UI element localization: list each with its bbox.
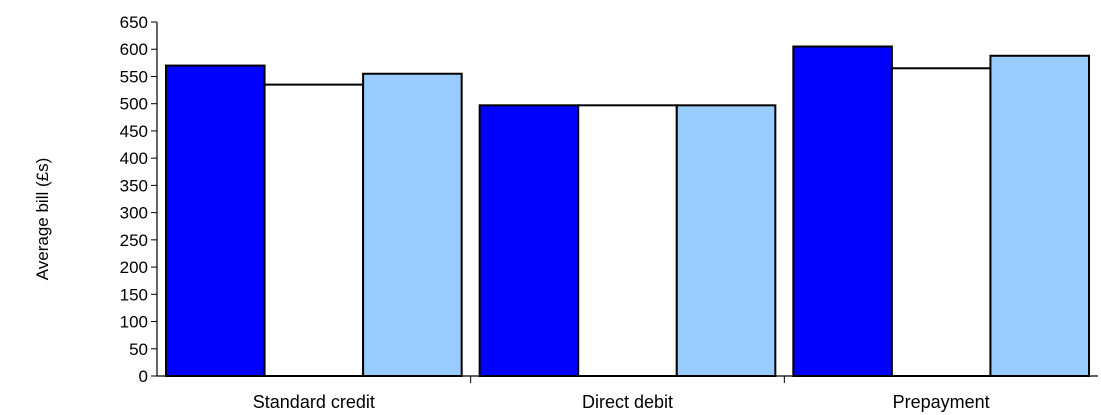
- x-category-label: Standard credit: [253, 392, 375, 412]
- x-axis: Standard credit Direct debit Prepayment: [157, 375, 1098, 412]
- y-axis: 0 50 100 150 200 250 300 350 400 450 500 550 600 650: [120, 13, 158, 386]
- y-tick-label: 550: [120, 67, 148, 86]
- y-tick-label: 0: [139, 367, 148, 386]
- y-tick-label: 400: [120, 149, 148, 168]
- bar: [890, 67, 992, 378]
- bar: [675, 104, 777, 378]
- bar: [263, 83, 365, 377]
- y-tick-label: 250: [120, 231, 148, 250]
- bar: [989, 54, 1091, 378]
- bar: [792, 45, 893, 377]
- y-tick-label: 500: [120, 95, 148, 114]
- bars: [165, 45, 1091, 378]
- y-tick-label: 300: [120, 204, 148, 223]
- x-category-label: Prepayment: [893, 392, 990, 412]
- y-axis-title: Average bill (£s): [33, 158, 52, 281]
- y-tick-label: 350: [120, 176, 148, 195]
- y-tick-label: 450: [120, 122, 148, 141]
- y-tick-label: 650: [120, 13, 148, 32]
- y-tick-label: 100: [120, 313, 148, 332]
- y-tick-label: 600: [120, 40, 148, 59]
- x-category-label: Direct debit: [582, 392, 673, 412]
- y-tick-label: 150: [120, 285, 148, 304]
- y-tick-label: 50: [129, 340, 148, 359]
- bar: [362, 72, 463, 377]
- bar: [165, 64, 266, 377]
- bar: [577, 104, 678, 378]
- y-tick-label: 200: [120, 258, 148, 277]
- bar: [478, 104, 580, 378]
